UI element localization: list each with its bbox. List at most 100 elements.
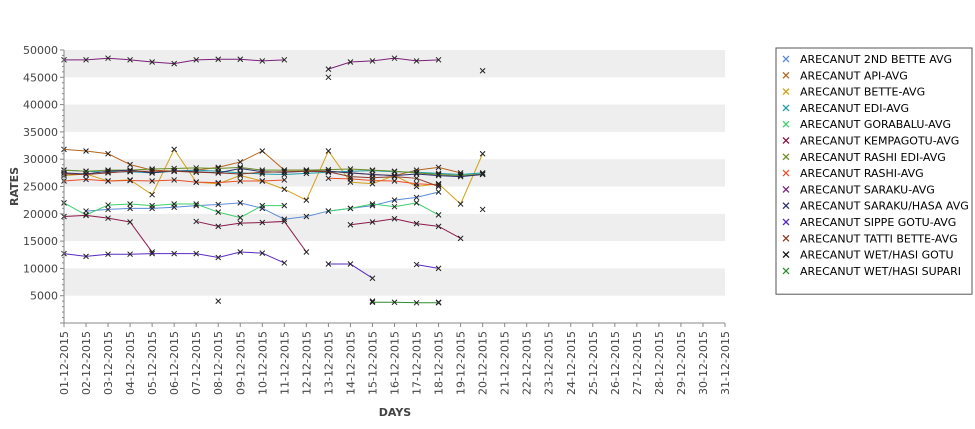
x-tick-label: 23-12-2015 [543,331,556,395]
data-point [105,55,111,62]
legend-item: ARECANUT KEMPAGOTU-AVG [782,135,959,148]
legend-label: ARECANUT 2ND BETTE AVG [800,53,952,66]
data-point [457,201,464,207]
data-point [105,202,111,208]
data-point [479,171,486,178]
data-point [105,206,111,213]
grid-bands [64,50,725,296]
x-tick-label: 26-12-2015 [609,331,622,395]
data-point [259,178,266,184]
data-point [237,249,244,255]
legend-label: ARECANUT SARAKU-AVG [800,183,935,196]
data-point [303,249,310,255]
x-tick-label: 19-12-2015 [455,331,468,395]
data-point [149,250,155,257]
data-point [391,203,398,210]
legend-item: ARECANUT 2ND BETTE AVG [782,53,952,66]
legend-item: ARECANUT GORABALU-AVG [782,118,951,131]
data-point [215,169,222,176]
legend-label: ARECANUT SARAKU/HASA AVG [800,200,969,213]
data-point [105,150,111,157]
y-tick-label: 20000 [23,208,58,221]
data-point [369,201,376,207]
data-point [391,299,398,306]
data-point [215,254,222,261]
series-line [63,148,484,205]
legend-label: ARECANUT API-AVG [800,69,908,82]
data-point [127,168,133,175]
data-point [149,178,155,184]
data-point [281,218,288,225]
data-point [369,299,376,306]
data-point [259,202,266,209]
x-tick-label: 08-12-2015 [212,331,225,395]
x-tick-label: 11-12-2015 [278,331,291,395]
legend-label: ARECANUT BETTE-AVG [800,86,925,99]
x-tick-label: 14-12-2015 [344,331,357,395]
legend-label: ARECANUT RASHI EDI-AVG [800,151,946,164]
y-tick-label: 40000 [23,99,58,112]
data-point [171,201,178,207]
axes [60,49,726,327]
legend-item: ARECANUT SIPPE GOTU-AVG [782,216,956,229]
data-point [149,168,155,175]
data-point [369,58,376,64]
data-point [259,58,266,64]
x-tick-label: 07-12-2015 [190,331,203,395]
data-point [479,206,486,213]
y-axis-title: RATES [8,167,21,206]
data-point [457,172,464,179]
series-10 [61,249,442,282]
data-point [325,175,332,182]
x-tick-label: 01-12-2015 [58,331,71,395]
x-tick-label: 30-12-2015 [697,331,710,395]
data-point [435,183,442,190]
data-point [391,215,398,222]
data-point [127,251,133,258]
data-point [281,168,288,175]
series-5 [61,212,464,255]
legend-marker [782,202,790,210]
data-point [479,150,486,157]
x-tick-label: 28-12-2015 [653,331,666,395]
legend-label: ARECANUT KEMPAGOTU-AVG [800,135,959,148]
legend-item: ARECANUT WET/HASI GOTU [782,249,954,262]
data-point [281,56,288,63]
data-point [259,169,266,176]
data-point [171,250,178,257]
data-point [435,189,442,195]
data-point [171,146,178,153]
data-point [259,250,266,256]
data-point [413,175,420,182]
legend-item: ARECANUT SARAKU/HASA AVG [782,200,969,213]
data-point [237,200,244,206]
x-tick-label: 02-12-2015 [80,331,93,395]
data-point [435,212,442,218]
y-tick-label: 35000 [23,126,58,139]
data-point [413,261,420,268]
data-point [127,219,133,225]
data-point [413,220,420,227]
data-point [347,221,354,228]
data-point [325,148,332,154]
legend-label: ARECANUT WET/HASI GOTU [800,249,954,262]
legend-label: ARECANUT WET/HASI SUPARI [800,265,961,278]
data-point [259,148,266,154]
x-tick-label: 24-12-2015 [565,331,578,395]
data-point [391,197,398,204]
data-point [413,171,420,177]
data-point [391,178,398,184]
data-point [83,56,89,63]
x-tick-label: 16-12-2015 [389,331,402,395]
data-point [105,178,111,184]
data-point [391,173,398,180]
x-tick-label: 29-12-2015 [675,331,688,395]
data-point [127,161,133,168]
data-point [435,265,442,272]
legend-label: ARECANUT RASHI-AVG [800,167,924,180]
legend-item: ARECANUT EDI-AVG [782,102,909,115]
data-point [149,59,155,65]
data-point [83,148,89,154]
data-point [237,178,244,184]
grid-band [64,268,725,296]
